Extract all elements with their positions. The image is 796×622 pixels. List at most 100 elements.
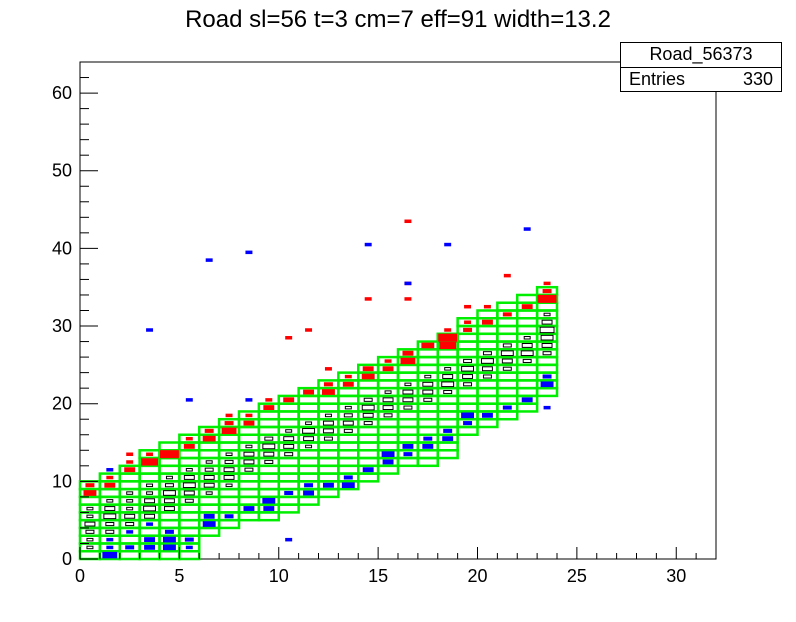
y-tick-label: 50 bbox=[52, 161, 72, 181]
black-cell bbox=[104, 506, 116, 511]
red-cell bbox=[362, 366, 374, 372]
blue-cell bbox=[341, 482, 355, 489]
black-cell bbox=[482, 374, 492, 379]
black-cell bbox=[126, 491, 134, 495]
red-cell bbox=[126, 460, 134, 464]
red-cell bbox=[85, 483, 95, 488]
red-cell bbox=[243, 420, 255, 426]
black-cell bbox=[502, 366, 512, 371]
red-cell bbox=[382, 366, 394, 372]
black-cell bbox=[543, 312, 551, 317]
black-cell bbox=[500, 350, 514, 357]
black-cells-layer bbox=[84, 312, 555, 550]
black-cell bbox=[284, 452, 294, 457]
red-cell bbox=[404, 297, 412, 301]
black-cell bbox=[283, 436, 295, 442]
red-cell bbox=[502, 312, 512, 317]
blue-cell bbox=[106, 545, 114, 550]
black-cell bbox=[344, 405, 352, 410]
black-cell bbox=[243, 451, 255, 457]
red-cell bbox=[283, 397, 295, 403]
red-cell bbox=[324, 367, 332, 371]
red-cell bbox=[124, 467, 136, 473]
blue-cell bbox=[422, 443, 434, 449]
red-cell bbox=[364, 297, 372, 301]
black-cell bbox=[540, 334, 554, 341]
black-cell bbox=[303, 436, 315, 442]
black-cell bbox=[106, 499, 114, 503]
blue-cell bbox=[443, 428, 453, 433]
red-cell bbox=[543, 281, 551, 286]
red-cell bbox=[245, 413, 253, 418]
chart-title: Road sl=56 t=3 cm=7 eff=91 width=13.2 bbox=[185, 6, 611, 33]
black-cell bbox=[264, 436, 274, 441]
red-cell bbox=[438, 333, 458, 342]
black-cell bbox=[285, 429, 293, 433]
blue-cell bbox=[343, 475, 353, 480]
red-cell bbox=[305, 328, 313, 332]
black-cell bbox=[322, 420, 334, 426]
black-cell bbox=[144, 498, 156, 504]
black-cell bbox=[521, 343, 533, 348]
black-cell bbox=[404, 382, 412, 387]
black-cell bbox=[162, 490, 176, 496]
blue-cell bbox=[164, 529, 174, 534]
black-cell bbox=[262, 443, 276, 450]
red-cell bbox=[224, 421, 234, 426]
black-cell bbox=[480, 358, 494, 364]
x-tick-label: 0 bbox=[75, 566, 85, 586]
black-cell bbox=[382, 405, 394, 411]
red-cell bbox=[265, 398, 273, 402]
blue-cell bbox=[144, 544, 156, 550]
black-cell bbox=[361, 404, 375, 411]
black-cell bbox=[383, 413, 393, 418]
black-cell bbox=[541, 343, 553, 348]
red-cell bbox=[463, 327, 473, 332]
black-cell bbox=[283, 443, 295, 449]
black-cell bbox=[86, 514, 94, 519]
black-cell bbox=[424, 374, 432, 379]
black-cell bbox=[382, 397, 394, 403]
black-cell bbox=[244, 467, 254, 472]
black-cell bbox=[362, 412, 374, 418]
black-cell bbox=[183, 490, 195, 496]
black-cell bbox=[342, 420, 354, 426]
black-cell bbox=[204, 467, 214, 472]
black-cell bbox=[423, 397, 433, 402]
black-cell bbox=[124, 513, 136, 519]
red-cell bbox=[344, 374, 352, 379]
blue-cell bbox=[304, 483, 314, 488]
y-tick-label: 40 bbox=[52, 238, 72, 258]
black-cell bbox=[163, 498, 175, 504]
blue-cell bbox=[203, 513, 215, 519]
blue-cell bbox=[106, 537, 114, 542]
black-cell bbox=[243, 459, 255, 465]
blue-cell bbox=[404, 281, 412, 286]
black-cell bbox=[205, 491, 213, 495]
black-cell bbox=[146, 483, 154, 488]
blue-cells-layer bbox=[102, 227, 554, 559]
blue-cell bbox=[442, 436, 454, 442]
black-cell bbox=[223, 467, 235, 473]
blue-cell bbox=[362, 467, 374, 473]
black-cell bbox=[463, 358, 473, 364]
black-cell bbox=[501, 358, 513, 364]
axes-layer: 0 5 10 15 20 25 30 0 10 20 30 40 50 60 bbox=[52, 61, 717, 586]
black-cell bbox=[223, 475, 235, 480]
black-cell bbox=[343, 413, 353, 418]
black-cell bbox=[305, 421, 313, 425]
black-cell bbox=[463, 382, 473, 387]
black-cell bbox=[363, 421, 373, 426]
red-cell bbox=[503, 273, 511, 278]
red-cell bbox=[439, 341, 457, 350]
black-cell bbox=[481, 366, 493, 372]
blue-cell bbox=[381, 451, 395, 457]
black-cell bbox=[403, 405, 413, 410]
black-cell bbox=[126, 506, 134, 511]
x-tick-label: 20 bbox=[467, 566, 487, 586]
black-cell bbox=[185, 468, 193, 472]
blue-cell bbox=[162, 536, 176, 543]
red-cell bbox=[126, 452, 134, 456]
black-cell bbox=[184, 498, 194, 503]
black-cell bbox=[422, 381, 434, 387]
